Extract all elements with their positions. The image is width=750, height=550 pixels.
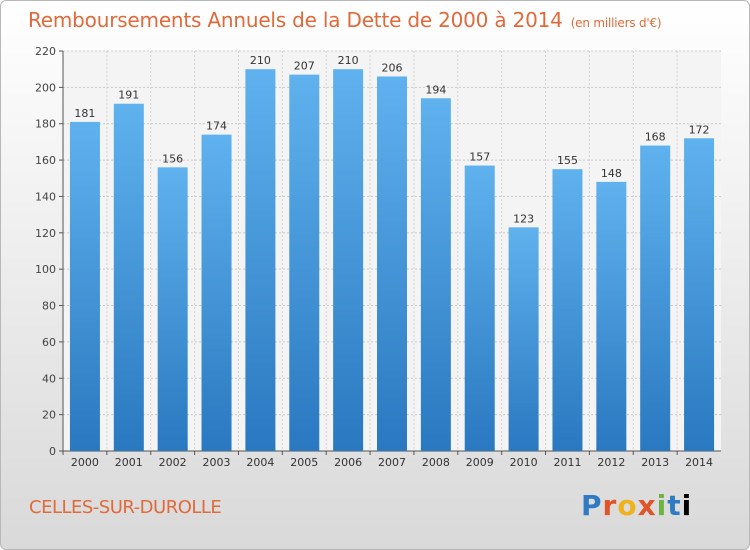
y-tick-label: 140 [35,190,56,203]
chart-title: Remboursements Annuels de la Dette de 20… [28,8,662,32]
y-tick-label: 180 [35,118,56,131]
x-tick-label: 2002 [159,456,187,469]
data-label-2002: 156 [162,152,183,165]
chart-subtitle: (en milliers d'€) [570,16,662,30]
bar-2011[interactable] [552,169,583,451]
data-label-2013: 168 [645,131,666,144]
data-label-2014: 172 [689,123,710,136]
bar-2007[interactable] [377,76,407,452]
town-name: CELLES-SUR-DUROLLE [29,497,222,518]
x-tick-label: 2006 [334,456,362,469]
bars [69,69,715,452]
tick-labels: 0 20 40 60 80 100 120 140 160 180 200 220 2000 2001 20… [35,45,713,469]
data-label-2009: 157 [469,151,490,164]
x-tick-label: 2010 [510,456,538,469]
bar-2012[interactable] [596,181,627,451]
bar-2005[interactable] [289,74,320,452]
x-tick-label: 2004 [246,456,274,469]
data-label-2007: 206 [382,61,403,74]
data-labels: 181 191 156 174 210 207 210 206 194 157 123 155 148 1… [74,54,709,225]
bar-2002[interactable] [157,167,188,451]
x-tick-label: 2012 [597,456,625,469]
bar-2014[interactable] [684,138,715,452]
bar-2009[interactable] [464,165,495,451]
x-tick-label: 2005 [290,456,318,469]
data-label-2004: 210 [250,54,271,67]
bar-2001[interactable] [113,103,144,452]
data-label-2003: 174 [206,120,227,133]
y-tick-label: 40 [42,372,56,385]
bar-2008[interactable] [420,98,451,451]
x-tick-label: 2001 [115,456,143,469]
bar-2003[interactable] [201,134,232,452]
x-tick-label: 2011 [553,456,581,469]
data-label-2011: 155 [557,154,578,167]
y-tick-label: 160 [35,154,56,167]
y-tick-label: 220 [35,45,56,58]
bar-2004[interactable] [245,69,276,451]
x-tick-label: 2000 [71,456,99,469]
y-tick-label: 80 [42,300,56,313]
x-tick-label: 2003 [203,456,231,469]
x-tick-label: 2007 [378,456,406,469]
x-tick-label: 2013 [641,456,669,469]
proxiti-logo[interactable]: Proxiti [581,489,693,522]
data-label-2005: 207 [294,60,315,73]
x-tick-label: 2014 [685,456,713,469]
bar-2006[interactable] [333,69,364,451]
data-label-2001: 191 [118,89,139,102]
bar-2010[interactable] [508,227,539,451]
bar-2013[interactable] [640,145,671,451]
data-label-2008: 194 [425,83,446,96]
x-tick-label: 2009 [466,456,494,469]
bar-2000[interactable] [69,121,100,451]
data-label-2000: 181 [74,107,95,120]
data-label-2006: 210 [338,54,359,67]
y-tick-label: 60 [42,336,56,349]
data-label-2010: 123 [513,212,534,225]
y-tick-label: 100 [35,263,56,276]
y-tick-label: 120 [35,227,56,240]
y-tick-label: 20 [42,409,56,422]
x-tick-label: 2008 [422,456,450,469]
y-tick-label: 0 [49,445,56,458]
data-label-2012: 148 [601,167,622,180]
y-tick-label: 200 [35,81,56,94]
